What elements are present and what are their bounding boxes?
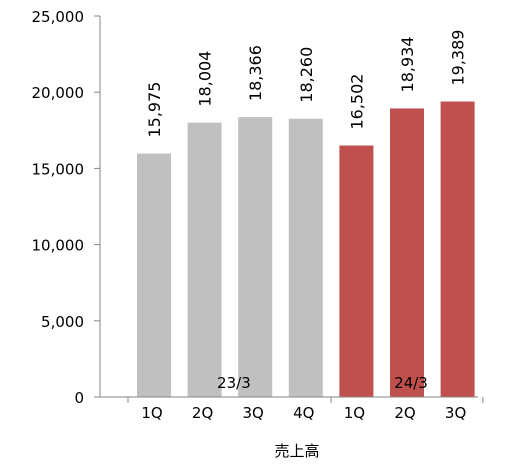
y-axis: 0 5,000 10,000 15,000 20,000 25,000	[32, 8, 101, 407]
bar	[187, 122, 222, 397]
y-tick-label: 15,000	[32, 160, 85, 178]
group-label: 23/3	[217, 374, 251, 392]
bars	[137, 101, 475, 398]
bar	[137, 153, 171, 397]
x-category-label: 1Q	[141, 404, 162, 422]
bar-data-label: 18,934	[398, 36, 417, 92]
bar	[288, 118, 323, 398]
x-category-label: 2Q	[192, 404, 213, 422]
x-category-label: 4Q	[293, 404, 314, 422]
x-axis-title: 売上高	[274, 442, 319, 460]
y-tick-label: 25,000	[32, 8, 85, 26]
bar-data-label: 18,260	[297, 47, 316, 103]
y-tick-label: 5,000	[41, 313, 84, 331]
bar	[440, 101, 475, 397]
bar-data-label: 16,502	[347, 74, 366, 130]
bar	[390, 108, 424, 398]
x-category-label: 1Q	[344, 404, 365, 422]
x-category-label: 3Q	[445, 404, 466, 422]
bar-data-label: 15,975	[145, 82, 164, 138]
bar-data-label: 19,389	[449, 30, 468, 86]
group-labels: 23/3 24/3	[217, 374, 428, 392]
y-tick-label: 10,000	[32, 237, 85, 255]
x-category-label: 2Q	[394, 404, 415, 422]
bar-data-label: 18,366	[246, 45, 265, 101]
group-label: 24/3	[394, 374, 428, 392]
x-category-label: 3Q	[243, 404, 264, 422]
data-labels: 15,975 18,004 18,366 18,260 16,502 18,934 19,3…	[145, 30, 468, 138]
bar	[238, 117, 273, 397]
x-axis: 1Q 2Q 3Q 4Q 1Q 2Q 3Q	[100, 396, 484, 422]
y-tick-label: 0	[74, 389, 84, 407]
bar	[339, 145, 374, 397]
bar-data-label: 18,004	[196, 51, 215, 107]
y-tick-label: 20,000	[32, 84, 85, 102]
